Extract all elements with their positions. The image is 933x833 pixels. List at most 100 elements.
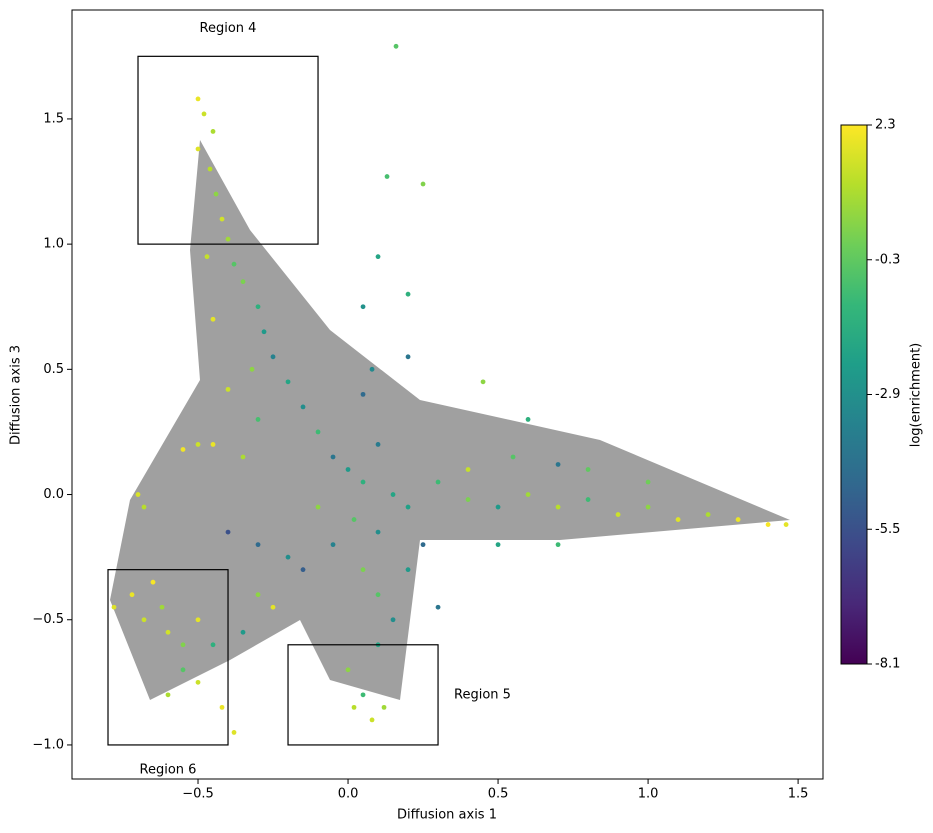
point xyxy=(585,497,591,502)
edge-cloud xyxy=(110,140,790,700)
point xyxy=(405,354,411,360)
point xyxy=(129,592,135,598)
point xyxy=(201,111,207,117)
point xyxy=(270,604,276,610)
point xyxy=(135,492,141,497)
point xyxy=(210,316,216,322)
point xyxy=(375,529,381,535)
x-tick-label: −0.5 xyxy=(182,787,214,802)
point xyxy=(360,567,366,573)
point xyxy=(675,517,681,522)
point xyxy=(465,467,471,472)
x-tick-label: 0.5 xyxy=(488,787,509,802)
point xyxy=(285,554,291,560)
point xyxy=(255,592,261,598)
colorbar-tick-label: 2.3 xyxy=(875,118,896,133)
point xyxy=(261,329,267,335)
point xyxy=(420,181,426,187)
point xyxy=(390,492,396,497)
point xyxy=(480,379,486,385)
point xyxy=(330,454,336,460)
points xyxy=(111,43,789,735)
point xyxy=(435,604,441,610)
x-axis-label: Diffusion axis 1 xyxy=(397,808,497,823)
point xyxy=(255,542,261,548)
point xyxy=(405,567,411,573)
point xyxy=(240,454,246,460)
y-tick-label: 1.5 xyxy=(43,111,64,126)
region-box xyxy=(107,569,229,746)
plot-frame xyxy=(71,9,824,780)
point xyxy=(360,304,366,310)
point xyxy=(369,366,375,372)
y-tick-label: 1.0 xyxy=(43,237,64,252)
x-tick-label: 0.0 xyxy=(338,787,359,802)
point xyxy=(405,291,411,297)
x-tick-label: 1.0 xyxy=(638,787,659,802)
colorbar xyxy=(840,124,868,665)
point xyxy=(315,504,321,510)
point xyxy=(405,504,411,510)
point xyxy=(195,146,201,152)
point xyxy=(231,730,237,735)
y-tick-label: −1.0 xyxy=(32,737,64,752)
point xyxy=(225,236,231,242)
y-tick-label: 0.5 xyxy=(43,362,64,377)
point xyxy=(150,579,156,585)
point xyxy=(645,479,651,485)
point xyxy=(165,629,171,635)
colorbar-tick-label: -0.3 xyxy=(875,252,900,267)
point xyxy=(585,467,591,472)
point xyxy=(369,717,375,723)
point xyxy=(783,522,789,527)
point xyxy=(555,462,561,467)
point xyxy=(495,504,501,510)
point xyxy=(180,667,186,673)
point xyxy=(249,366,255,372)
point xyxy=(705,512,711,517)
region-label: Region 6 xyxy=(140,762,197,777)
point xyxy=(420,542,426,548)
point xyxy=(219,704,225,710)
point xyxy=(195,96,201,102)
point xyxy=(231,261,237,267)
point xyxy=(204,254,210,260)
point xyxy=(555,504,561,510)
point xyxy=(525,492,531,497)
point xyxy=(375,254,381,260)
point xyxy=(525,417,531,422)
point xyxy=(210,442,216,447)
point xyxy=(300,567,306,573)
point xyxy=(465,497,471,502)
colorbar-tick-label: -2.9 xyxy=(875,387,900,402)
point xyxy=(180,642,186,648)
colorbar-tick-label: -8.1 xyxy=(875,657,900,672)
point xyxy=(141,504,147,510)
point xyxy=(375,592,381,598)
point xyxy=(219,216,225,222)
point xyxy=(645,504,651,510)
point xyxy=(360,692,366,698)
point xyxy=(225,529,231,535)
point xyxy=(510,454,516,460)
colorbar-label: log(enrichment) xyxy=(909,343,924,448)
point xyxy=(735,517,741,522)
region-box xyxy=(137,55,319,245)
point xyxy=(345,667,351,673)
point xyxy=(195,442,201,447)
y-axis-label: Diffusion axis 3 xyxy=(9,345,24,445)
point xyxy=(180,447,186,452)
point xyxy=(240,629,246,635)
point xyxy=(207,166,213,172)
point xyxy=(765,522,771,527)
point xyxy=(195,617,201,623)
region-label: Region 4 xyxy=(200,21,257,36)
region-box xyxy=(287,644,439,746)
point xyxy=(390,617,396,623)
point xyxy=(255,304,261,310)
point xyxy=(225,386,231,392)
point xyxy=(495,542,501,548)
point xyxy=(375,442,381,447)
point xyxy=(351,704,357,710)
